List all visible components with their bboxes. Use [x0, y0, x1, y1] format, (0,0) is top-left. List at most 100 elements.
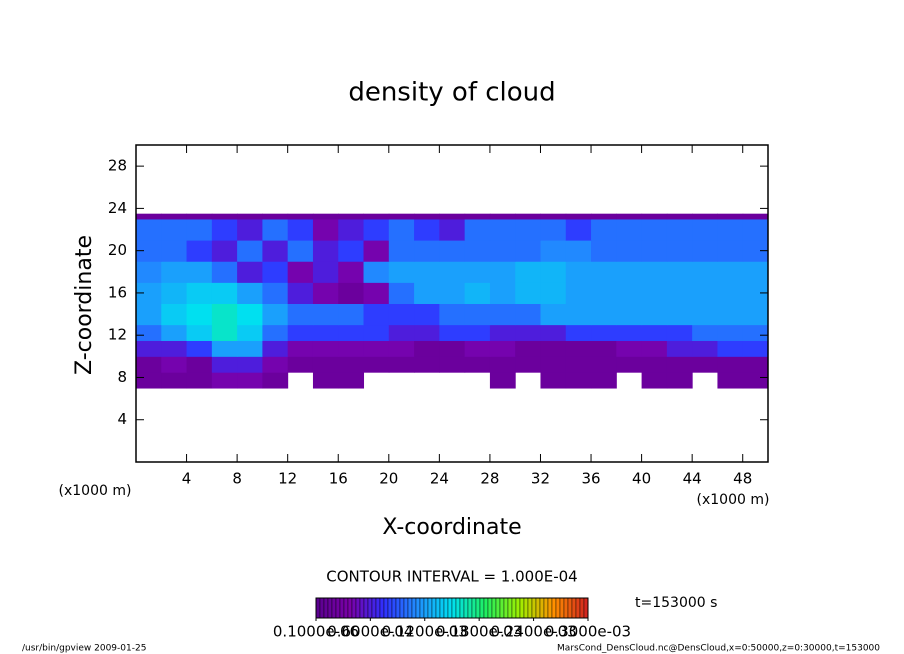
cell	[363, 218, 390, 241]
colorbar-swatch	[511, 597, 517, 619]
cell	[312, 213, 339, 220]
colorbar-swatch	[323, 597, 329, 619]
cell	[186, 282, 213, 304]
colorbar-swatch	[407, 597, 413, 619]
cell	[439, 261, 466, 283]
cell	[262, 372, 289, 389]
cell	[717, 356, 744, 373]
cell	[489, 213, 516, 220]
colorbar-swatch	[447, 597, 453, 619]
cell	[540, 261, 567, 283]
colorbar-swatch	[503, 597, 509, 619]
cell	[388, 240, 415, 262]
cell	[312, 340, 339, 357]
y-axis-label: Z-coordinate	[72, 235, 97, 375]
cell	[388, 324, 415, 341]
cell	[515, 303, 541, 326]
cell	[464, 324, 491, 341]
cell	[489, 324, 516, 341]
cell	[540, 356, 567, 373]
cell	[666, 372, 693, 389]
cell	[211, 340, 238, 357]
cell	[439, 303, 466, 326]
cell	[363, 324, 390, 341]
colorbar-swatch	[363, 597, 369, 619]
cell	[692, 240, 718, 262]
cell	[641, 372, 668, 389]
cell	[136, 240, 162, 262]
colorbar-swatch	[435, 597, 441, 619]
colorbar-label: 0.1200e-03	[382, 623, 468, 641]
colorbar-swatch	[355, 597, 361, 619]
colorbar-swatch	[515, 597, 521, 619]
cell	[464, 303, 491, 326]
cell	[237, 303, 263, 326]
colorbar-swatch	[507, 597, 513, 619]
colorbar-swatch	[411, 597, 417, 619]
colorbar-swatch	[471, 597, 477, 619]
cell	[489, 240, 516, 262]
cell	[186, 261, 213, 283]
cell	[363, 282, 390, 304]
cell	[186, 340, 213, 357]
cell	[338, 213, 365, 220]
cell	[414, 324, 440, 341]
contour-interval: CONTOUR INTERVAL = 1.000E-04	[326, 568, 577, 586]
cell	[211, 218, 238, 241]
cell	[388, 282, 415, 304]
cell	[464, 240, 491, 262]
cell	[591, 240, 617, 262]
colorbar-swatch	[439, 597, 445, 619]
colorbar-swatch	[575, 597, 581, 619]
cell	[616, 213, 643, 220]
colorbar-swatch	[479, 597, 485, 619]
cell	[414, 356, 440, 373]
colorbar-swatch	[343, 597, 349, 619]
cell	[287, 213, 314, 220]
cell	[565, 324, 592, 341]
cell	[641, 218, 668, 241]
cell	[717, 282, 744, 304]
cell	[312, 303, 339, 326]
x-tick-label: 16	[329, 470, 348, 488]
cell	[565, 261, 592, 283]
cell	[692, 324, 718, 341]
cell	[338, 356, 365, 373]
cell	[742, 282, 769, 304]
cell	[388, 213, 415, 220]
cell	[742, 372, 769, 389]
y-tick-label: 20	[108, 241, 127, 259]
cell	[338, 240, 365, 262]
cell	[237, 340, 263, 357]
cell	[237, 213, 263, 220]
cell	[464, 261, 491, 283]
cell	[692, 340, 718, 357]
cell	[312, 356, 339, 373]
colorbar-swatch	[475, 597, 481, 619]
colorbar-frame	[315, 597, 589, 619]
cell	[262, 261, 289, 283]
colorbar-swatch	[555, 597, 561, 619]
cell	[414, 261, 440, 283]
cell	[312, 218, 339, 241]
cell	[591, 213, 617, 220]
cell	[641, 324, 668, 341]
cell	[211, 324, 238, 341]
colorbar-swatch	[427, 597, 433, 619]
cell	[262, 218, 289, 241]
cell	[237, 218, 263, 241]
cell	[388, 261, 415, 283]
cell	[414, 303, 440, 326]
cell	[717, 303, 744, 326]
cell	[237, 324, 263, 341]
colorbar-swatch	[371, 597, 377, 619]
plot-frame	[135, 144, 769, 463]
cell	[338, 324, 365, 341]
cell	[262, 324, 289, 341]
cell	[338, 218, 365, 241]
cell	[439, 213, 466, 220]
colorbar-swatch	[451, 597, 457, 619]
cell	[540, 303, 567, 326]
cell	[540, 372, 567, 389]
